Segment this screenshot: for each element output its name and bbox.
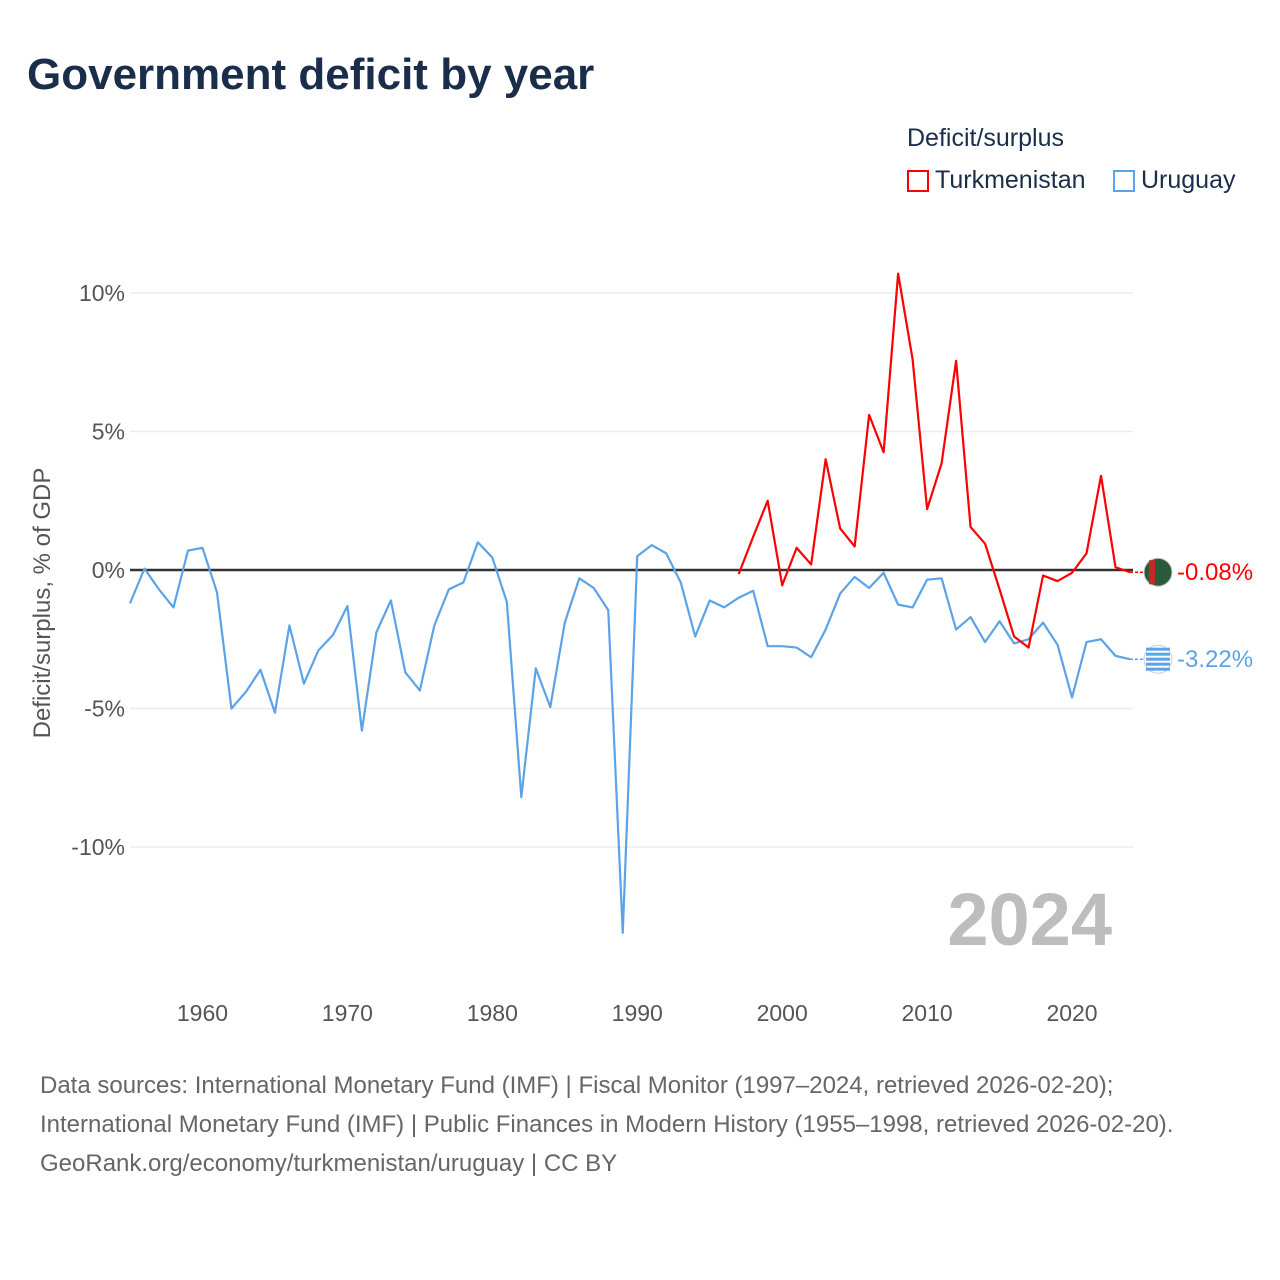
flag-stripe (1146, 667, 1170, 671)
flag-stripe (1146, 647, 1170, 651)
flag-stripe (1146, 662, 1170, 666)
legend-swatch-icon (1113, 169, 1135, 192)
flag-stripe (1146, 657, 1170, 661)
legend-title: Deficit/surplus (907, 124, 1064, 152)
turkmenistan-end-label: -0.08% (1177, 559, 1253, 586)
y-tick-label: 10% (79, 280, 125, 306)
line-chart: 10% 5% 0% -5% -10% 1960 1970 1980 1990 2000 2010 20… (29, 272, 1253, 1026)
series-line-turkmenistan (737, 272, 1131, 649)
attribution-link[interactable]: GeoRank.org/economy/turkmenistan/uruguay… (40, 1150, 618, 1177)
data-sources: Data sources: International Monetary Fun… (40, 1072, 1174, 1138)
x-tick-label: 2000 (757, 1000, 808, 1026)
source-note: Data sources: International Monetary Fun… (40, 1066, 1240, 1183)
x-tick-label: 1980 (467, 1000, 518, 1026)
x-tick-label: 2010 (902, 1000, 953, 1026)
legend-item-turkmenistan[interactable]: Turkmenistan (907, 166, 1086, 195)
y-tick-label: 5% (92, 419, 125, 445)
turkmenistan-flag-icon (1143, 557, 1173, 587)
y-axis-label: Deficit/surplus, % of GDP (29, 468, 56, 739)
legend-label: Uruguay (1141, 166, 1236, 194)
year-watermark: 2024 (947, 878, 1112, 961)
legend-item-uruguay[interactable]: Uruguay (1113, 166, 1236, 195)
legend-swatch-icon (907, 169, 929, 192)
page-title: Government deficit by year (27, 50, 595, 99)
y-tick-label: 0% (92, 557, 125, 583)
flag-stripe (1149, 560, 1155, 585)
uruguay-end-label: -3.22% (1177, 646, 1253, 673)
y-tick-label: -10% (71, 834, 125, 860)
series-line-uruguay (128, 541, 1131, 934)
legend-label: Turkmenistan (935, 166, 1086, 194)
x-tick-label: 2020 (1046, 1000, 1097, 1026)
x-tick-label: 1990 (612, 1000, 663, 1026)
flag-stripe (1146, 652, 1170, 656)
y-tick-label: -5% (84, 696, 125, 722)
x-tick-label: 1970 (322, 1000, 373, 1026)
x-tick-label: 1960 (177, 1000, 228, 1026)
